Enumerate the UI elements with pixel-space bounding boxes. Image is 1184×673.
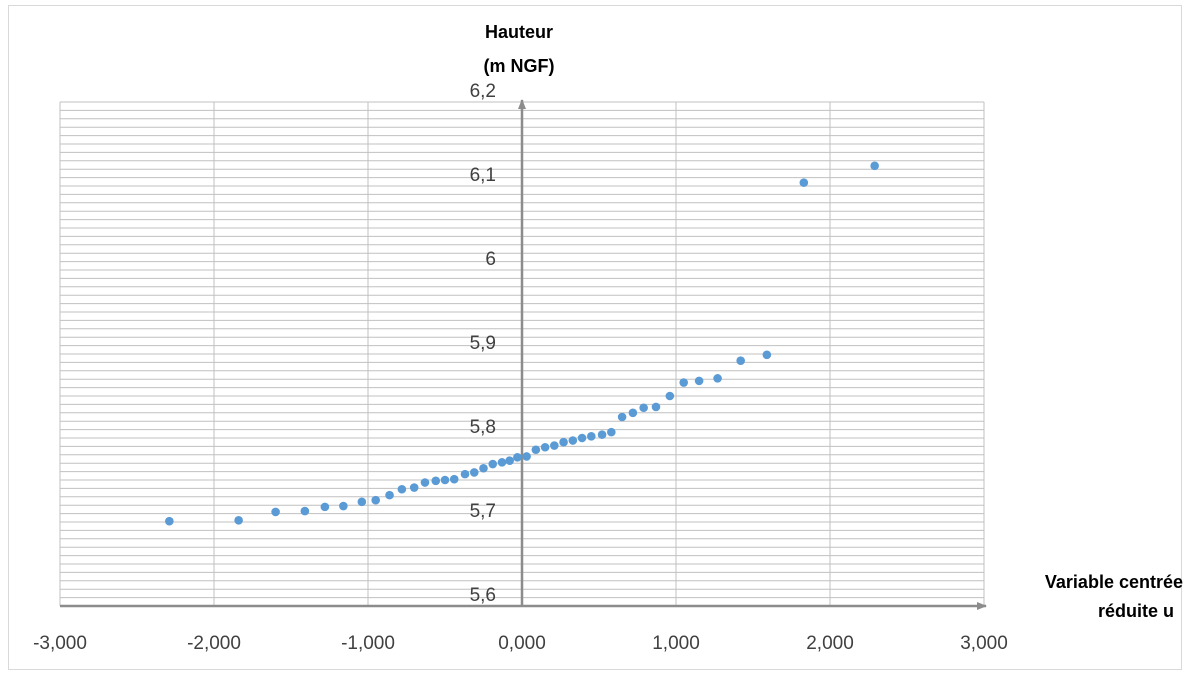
data-point: [271, 507, 280, 517]
data-point: [559, 437, 568, 447]
data-point: [234, 516, 243, 525]
data-point: [713, 374, 722, 383]
data-point: [762, 350, 772, 360]
y-tick-label: 6: [485, 249, 496, 270]
y-tick-label: 5,9: [470, 333, 496, 354]
data-point: [639, 403, 648, 413]
data-point: [628, 408, 638, 418]
data-point: [617, 412, 627, 422]
data-point: [799, 178, 809, 187]
data-point: [357, 497, 367, 507]
x-tick-label: -1,000: [341, 633, 395, 654]
data-point: [431, 476, 441, 486]
data-point: [513, 453, 522, 462]
x-tick-label: 0,000: [498, 633, 546, 654]
data-point: [651, 402, 661, 412]
x-tick-label: 2,000: [806, 633, 854, 654]
data-point: [736, 356, 745, 366]
data-point: [420, 478, 430, 487]
data-point: [339, 501, 348, 511]
data-point: [577, 433, 587, 443]
data-point: [597, 430, 607, 439]
axes: [60, 99, 987, 610]
y-axis-title-line-2: (m NGF): [484, 56, 555, 76]
data-point: [440, 475, 450, 485]
data-point: [165, 516, 174, 526]
y-tick-label: 5,7: [470, 501, 496, 522]
data-point: [870, 161, 879, 171]
data-point: [497, 458, 507, 467]
chart-frame: [8, 5, 1182, 670]
data-point: [505, 456, 514, 465]
y-tick-label: 5,8: [470, 417, 496, 438]
data-point: [568, 436, 578, 445]
data-point: [479, 463, 488, 473]
y-tick-label: 6,1: [470, 165, 496, 186]
data-point: [449, 474, 459, 484]
data-point: [550, 441, 559, 450]
data-point: [300, 506, 310, 516]
data-point: [460, 469, 470, 479]
x-tick-label: -3,000: [33, 633, 87, 654]
data-point: [587, 432, 596, 441]
data-point: [397, 484, 407, 494]
data-point: [665, 391, 675, 401]
data-point: [320, 502, 330, 512]
data-point: [371, 495, 381, 505]
axis-titles: Hauteur (m NGF) Variable centrée réduite…: [484, 22, 1184, 621]
data-points: [165, 161, 879, 526]
data-point: [531, 445, 541, 455]
x-tick-label: 1,000: [652, 633, 700, 654]
x-tick-label: -2,000: [187, 633, 241, 654]
data-point: [488, 459, 498, 469]
y-axis-title-line-1: Hauteur: [485, 22, 553, 42]
data-point: [540, 442, 550, 452]
data-point: [409, 483, 419, 492]
data-point: [679, 378, 688, 387]
y-tick-label: 6,2: [470, 81, 496, 102]
y-tick-label: 5,6: [470, 585, 496, 606]
x-axis-title-line-1: Variable centrée: [1045, 572, 1183, 592]
x-axis-title-line-2: réduite u: [1098, 601, 1174, 621]
data-point: [385, 490, 394, 500]
data-point: [607, 427, 616, 437]
data-point: [694, 376, 704, 386]
data-point: [469, 468, 479, 477]
x-tick-label: 3,000: [960, 633, 1008, 654]
data-point: [522, 452, 531, 461]
tick-labels: -3,000 -2,000 -1,000 0,000 1,000 2,000 3,000 5,…: [33, 81, 1008, 654]
